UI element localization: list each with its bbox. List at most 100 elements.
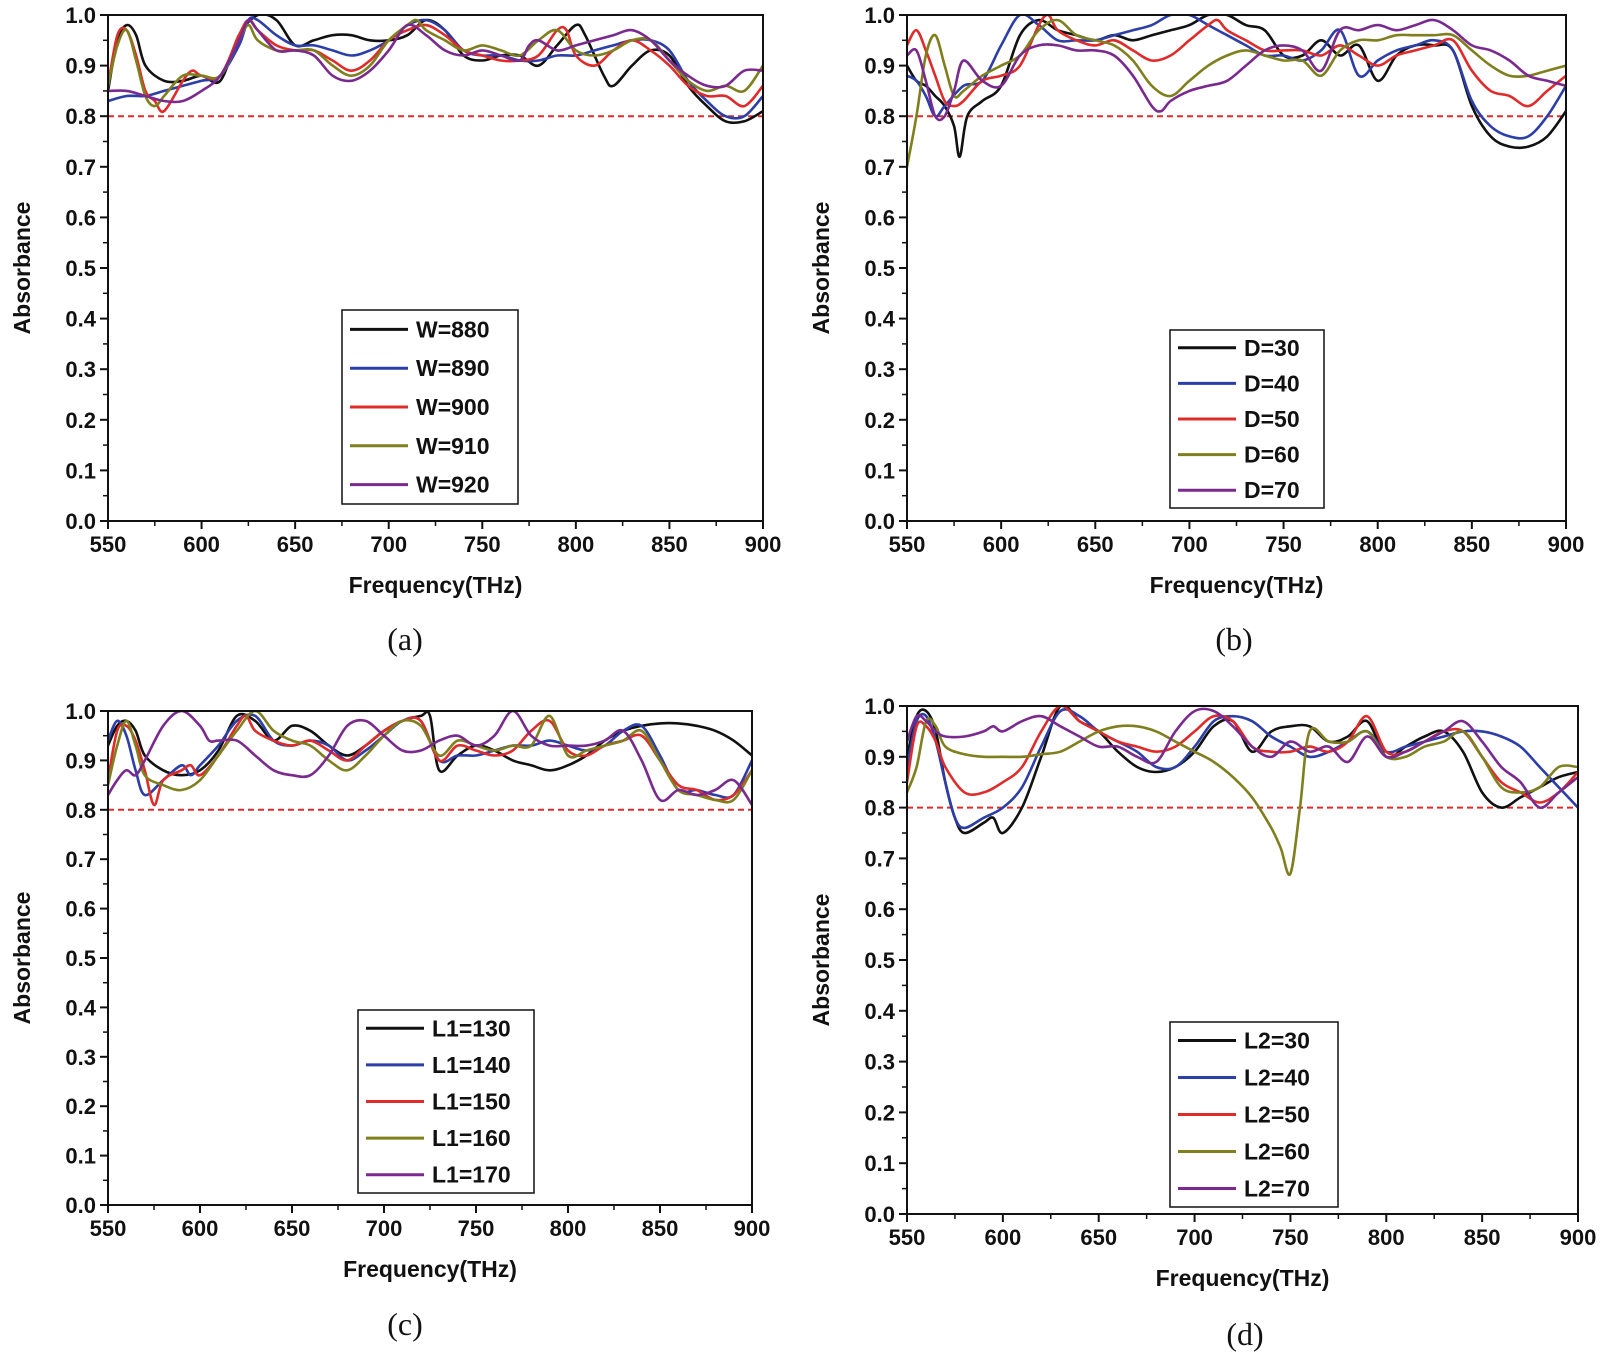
- y-tick-label: 0.8: [864, 104, 895, 129]
- x-tick-label: 550: [889, 1225, 926, 1250]
- y-tick-label: 0.5: [864, 948, 895, 973]
- legend-label: D=50: [1244, 406, 1300, 432]
- legend-label: D=40: [1244, 370, 1300, 396]
- x-tick-label: 850: [642, 1216, 679, 1241]
- y-tick-label: 0.2: [65, 1094, 96, 1119]
- x-tick-label: 800: [550, 1216, 587, 1241]
- y-tick-label: 0.5: [864, 256, 895, 281]
- y-axis-title: Absorbance: [9, 892, 35, 1025]
- y-tick-label: 0.1: [864, 1151, 895, 1176]
- x-tick-label: 850: [1453, 532, 1490, 557]
- legend-label: L2=60: [1244, 1139, 1310, 1165]
- y-tick-label: 0.7: [65, 847, 96, 872]
- x-tick-label: 850: [1464, 1225, 1501, 1250]
- y-tick-label: 1.0: [65, 699, 96, 724]
- legend-label: L2=50: [1244, 1102, 1310, 1128]
- series-line-L2=60: [907, 717, 1578, 877]
- legend-label: L2=30: [1244, 1028, 1310, 1054]
- x-tick-label: 900: [1548, 532, 1585, 557]
- legend-label: D=70: [1244, 477, 1300, 503]
- series-line-L2=70: [907, 707, 1578, 809]
- y-tick-label: 0.1: [864, 458, 895, 483]
- y-tick-label: 0.7: [864, 155, 895, 180]
- y-tick-label: 0.6: [65, 897, 96, 922]
- series-line-L2=30: [907, 706, 1578, 835]
- x-axis-title: Frequency(THz): [1150, 572, 1324, 598]
- legend: W=880 W=890 W=900 W=910 W=920: [341, 309, 519, 505]
- y-tick-label: 0.4: [864, 307, 895, 332]
- series-group: [907, 706, 1578, 877]
- y-tick-label: 0.8: [65, 104, 96, 129]
- series-line-L2=40: [907, 707, 1578, 830]
- legend-label: W=910: [416, 433, 490, 459]
- legend-label: D=60: [1244, 442, 1300, 468]
- y-tick-label: 0.5: [65, 946, 96, 971]
- x-tick-label: 700: [366, 1216, 403, 1241]
- series-line-W=890: [108, 16, 763, 120]
- x-tick-label: 900: [745, 532, 782, 557]
- y-axis-title: Absorbance: [9, 202, 35, 335]
- y-tick-label: 0.0: [65, 509, 96, 534]
- legend-label: L1=150: [432, 1089, 511, 1115]
- y-tick-label: 0.6: [65, 205, 96, 230]
- y-axis-title: Absorbance: [808, 202, 834, 335]
- y-tick-label: 1.0: [864, 3, 895, 28]
- x-axis-title: Frequency(THz): [343, 1256, 517, 1282]
- y-tick-label: 1.0: [864, 694, 895, 719]
- legend-label: L1=130: [432, 1015, 511, 1041]
- legend-label: W=880: [416, 316, 490, 342]
- x-tick-label: 900: [734, 1216, 771, 1241]
- y-tick-label: 0.4: [65, 307, 96, 332]
- series-line-L1=160: [108, 711, 752, 804]
- legend-label: L1=140: [432, 1052, 511, 1078]
- series-line-L1=130: [108, 711, 752, 777]
- x-tick-label: 800: [1359, 532, 1396, 557]
- x-tick-label: 750: [464, 532, 501, 557]
- y-tick-label: 1.0: [65, 3, 96, 28]
- legend: D=30 D=40 D=50 D=60 D=70: [1169, 329, 1325, 509]
- series-line-W=900: [108, 18, 763, 114]
- x-tick-label: 750: [1265, 532, 1302, 557]
- panel-caption: (a): [387, 621, 423, 657]
- y-tick-label: 0.6: [864, 897, 895, 922]
- x-tick-label: 700: [370, 532, 407, 557]
- series-line-D=50: [907, 15, 1566, 108]
- legend-label: D=30: [1244, 335, 1300, 361]
- legend-label: W=900: [416, 394, 490, 420]
- series-line-D=60: [907, 18, 1566, 169]
- chart-panel-b: 550 600 650 700 750 800 850 900 0.0 0.1 0.2 0.3 0.4 0…: [808, 3, 1584, 657]
- chart-panel-a: 550 600 650 700 750 800 850 900 0.0 0.1 0.2 0.3 0.4 0…: [9, 3, 781, 657]
- x-tick-label: 600: [182, 1216, 219, 1241]
- x-tick-label: 800: [1368, 1225, 1405, 1250]
- y-tick-label: 0.2: [864, 1100, 895, 1125]
- legend-label: W=920: [416, 472, 490, 498]
- legend-label: L2=70: [1244, 1176, 1310, 1202]
- x-tick-label: 700: [1171, 532, 1208, 557]
- y-tick-label: 0.0: [65, 1193, 96, 1218]
- x-axis-title: Frequency(THz): [1156, 1265, 1330, 1291]
- y-tick-label: 0.0: [864, 1202, 895, 1227]
- x-axis-title: Frequency(THz): [349, 572, 523, 598]
- series-group: [907, 15, 1566, 169]
- panel-caption: (d): [1226, 1316, 1263, 1352]
- x-tick-label: 700: [1176, 1225, 1213, 1250]
- y-tick-label: 0.8: [864, 796, 895, 821]
- x-tick-label: 650: [1080, 1225, 1117, 1250]
- y-tick-label: 0.2: [864, 408, 895, 433]
- y-tick-label: 0.9: [864, 54, 895, 79]
- y-tick-label: 0.1: [65, 1144, 96, 1169]
- y-tick-label: 0.4: [864, 999, 895, 1024]
- y-tick-label: 0.0: [864, 509, 895, 534]
- panel-caption: (c): [387, 1306, 423, 1342]
- y-tick-label: 0.1: [65, 458, 96, 483]
- chart-panel-c: 550 600 650 700 750 800 850 900 0.0 0.1 0.2 0.3 0.4 0…: [9, 699, 770, 1342]
- y-tick-label: 0.3: [864, 357, 895, 382]
- legend-label: L1=170: [432, 1162, 511, 1188]
- x-tick-label: 550: [90, 1216, 127, 1241]
- x-tick-label: 600: [984, 1225, 1021, 1250]
- y-tick-label: 0.3: [65, 357, 96, 382]
- y-tick-label: 0.6: [864, 205, 895, 230]
- y-tick-label: 0.4: [65, 995, 96, 1020]
- x-tick-label: 650: [274, 1216, 311, 1241]
